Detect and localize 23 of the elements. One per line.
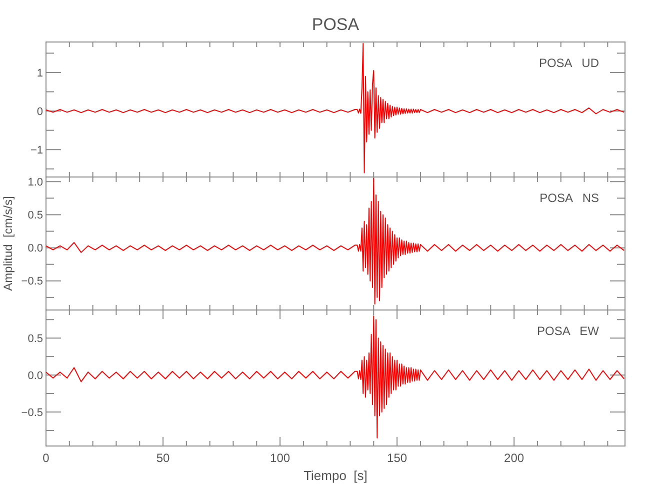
- annotation: POSA NS: [540, 191, 599, 205]
- y-tick-label: 1: [36, 67, 43, 80]
- x-tick-label: 50: [156, 451, 170, 465]
- y-tick-label: −0.5: [21, 276, 43, 288]
- y-tick-label: 0.0: [28, 242, 43, 255]
- chart-title: POSA: [312, 15, 360, 34]
- y-tick-label: −1: [30, 144, 43, 156]
- y-tick-label: 0.5: [28, 332, 43, 345]
- x-tick-label: 200: [504, 451, 524, 465]
- annotation: POSA EW: [536, 324, 600, 338]
- line-series: [46, 315, 625, 438]
- y-tick-label: 0.5: [28, 210, 43, 222]
- y-axis-title: Amplitud [cm/s/s]: [1, 196, 15, 291]
- annotation: POSA UD: [538, 56, 600, 70]
- y-tick-label: −0.5: [21, 406, 43, 419]
- y-tick-label: 0: [36, 106, 43, 118]
- y-tick-label: 1.0: [28, 176, 43, 188]
- y-tick-label: 0.0: [28, 370, 43, 382]
- line-series: [46, 43, 625, 174]
- line-series: [46, 178, 625, 305]
- x-tick-label: 150: [387, 451, 408, 465]
- x-tick-label: 100: [270, 451, 290, 465]
- x-axis-title: Tiempo [s]: [304, 468, 368, 483]
